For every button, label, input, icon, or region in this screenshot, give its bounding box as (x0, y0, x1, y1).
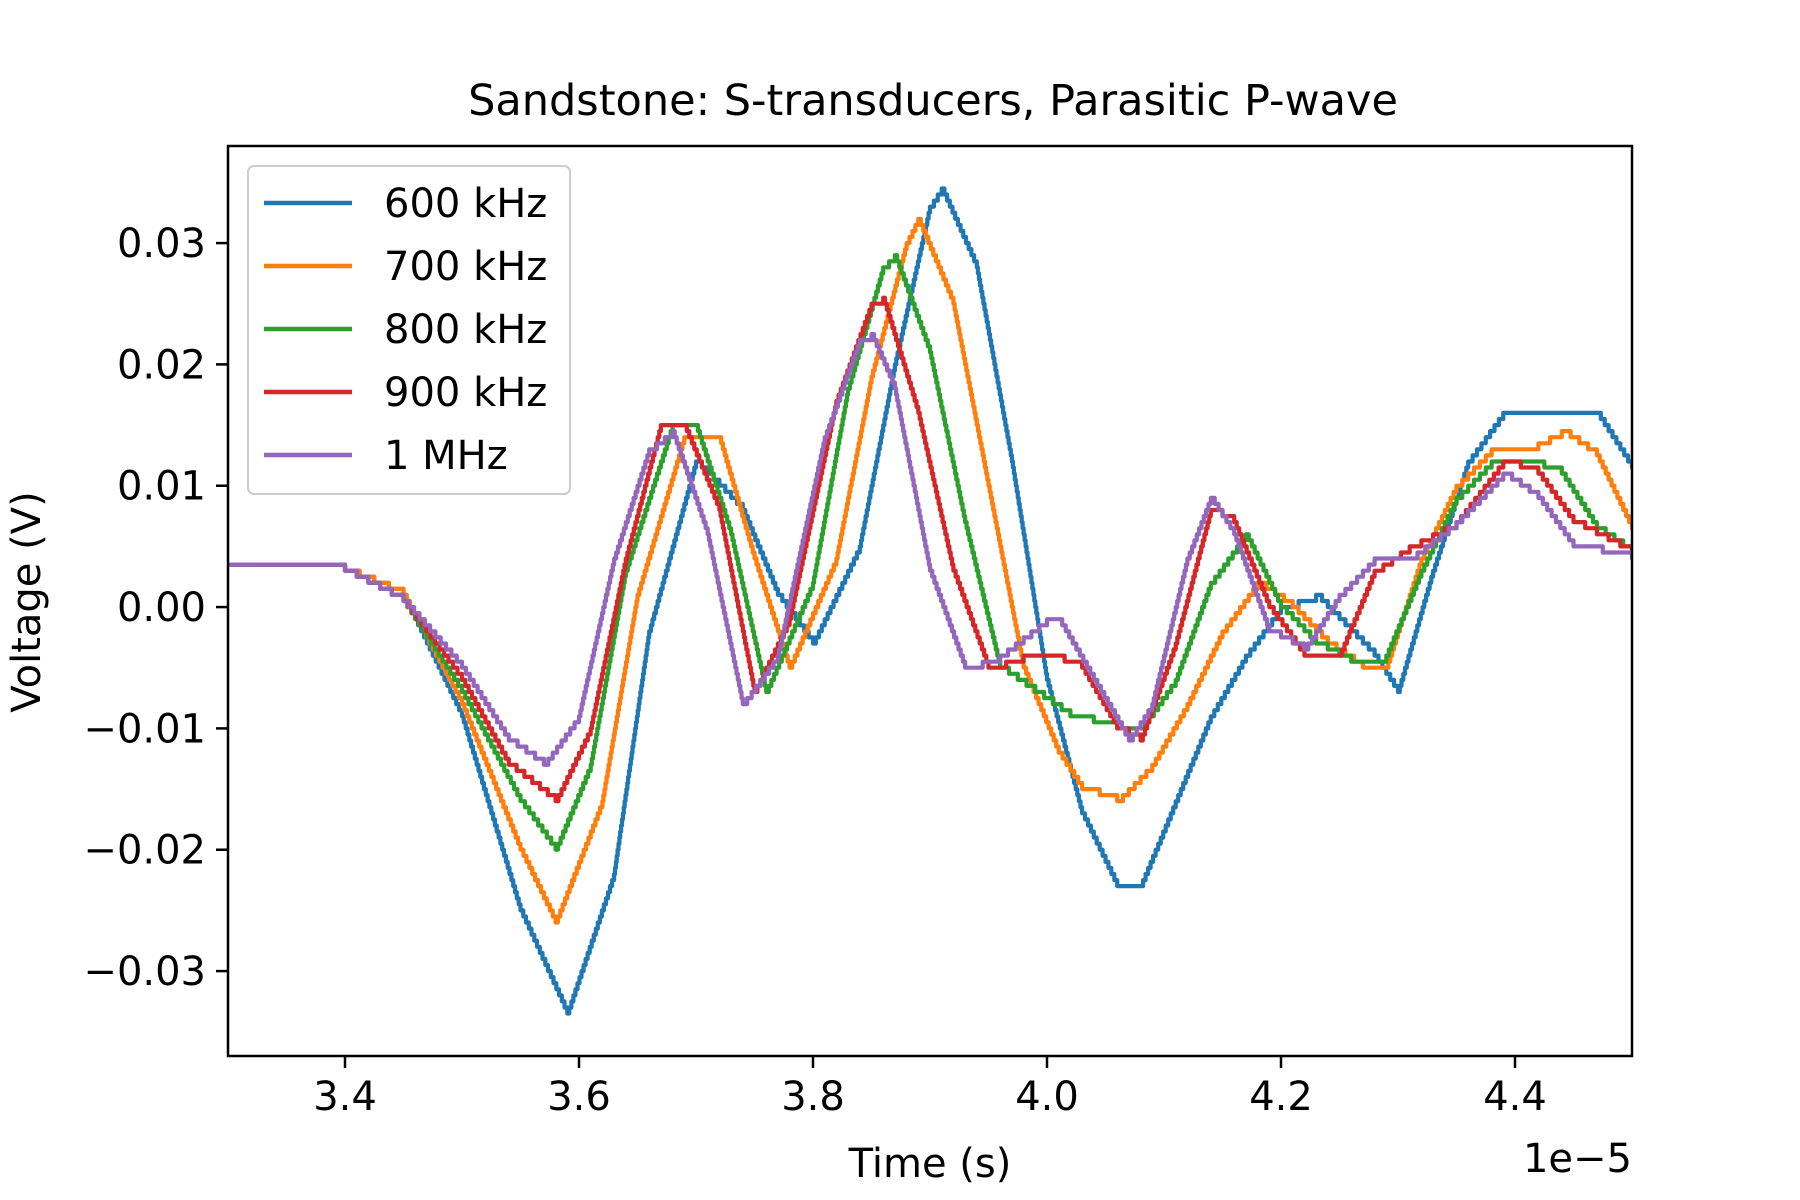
x-tick-label: 4.0 (1015, 1074, 1079, 1120)
y-tick-label: −0.02 (83, 828, 206, 874)
series-line-1 (228, 216, 1632, 925)
series-layer (228, 186, 1632, 1016)
y-tick-label: 0.00 (117, 585, 206, 631)
legend: 600 kHz 700 kHz 800 kHz 900 kHz 1 MHz (247, 165, 571, 495)
y-tick-label: 0.03 (117, 221, 206, 267)
y-tick-label: 0.01 (117, 464, 206, 510)
x-axis: 3.4 3.6 3.8 4.0 4.2 4.4 (313, 1056, 1547, 1120)
legend-label: 800 kHz (384, 307, 547, 353)
legend-label: 600 kHz (384, 181, 547, 227)
x-tick-label: 3.4 (313, 1074, 377, 1120)
y-tick-label: −0.03 (83, 949, 206, 995)
y-axis: 0.03 0.02 0.01 0.00 −0.01 −0.02 −0.03 (83, 221, 228, 995)
legend-label: 1 MHz (384, 433, 508, 479)
y-tick-label: −0.01 (83, 706, 206, 752)
x-tick-label: 3.6 (547, 1074, 611, 1120)
y-axis-label: Voltage (V) (4, 491, 50, 712)
legend-box (247, 165, 571, 495)
x-offset-label: 1e−5 (1523, 1136, 1632, 1182)
legend-label: 700 kHz (384, 244, 547, 290)
x-tick-label: 4.2 (1249, 1074, 1313, 1120)
series-line-4 (228, 332, 1632, 767)
x-tick-label: 4.4 (1483, 1074, 1547, 1120)
y-tick-label: 0.02 (117, 342, 206, 388)
legend-label: 900 kHz (384, 370, 547, 416)
x-axis-label: Time (s) (848, 1141, 1012, 1187)
x-tick-label: 3.8 (781, 1074, 845, 1120)
chart-title: Sandstone: S-transducers, Parasitic P-wa… (468, 76, 1398, 126)
series-line-2 (228, 253, 1632, 852)
plot-area-frame (226, 144, 1634, 1058)
